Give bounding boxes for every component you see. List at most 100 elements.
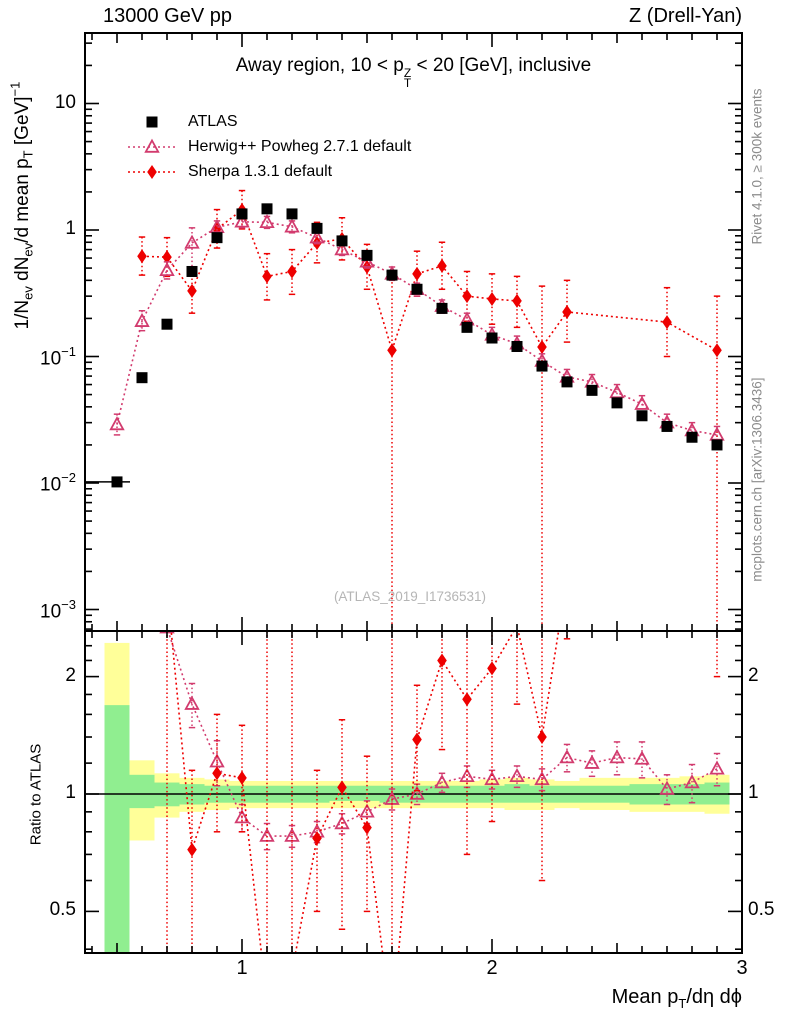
main-marker-square xyxy=(311,222,323,234)
main-marker-diamond xyxy=(462,289,472,304)
main-marker-square xyxy=(286,208,298,220)
atlas-uncertainty-band-green xyxy=(104,705,130,953)
ratio-marker-triangle xyxy=(136,613,148,624)
ratio-marker-triangle xyxy=(334,815,350,830)
ratio-marker-triangle xyxy=(234,809,250,824)
ratio-marker-diamond xyxy=(412,732,422,747)
ratio-y-tick-label-right: 2 xyxy=(748,664,759,686)
main-marker-square xyxy=(186,265,198,277)
main-marker-square xyxy=(686,431,698,443)
x-tick-label: 3 xyxy=(736,957,748,979)
main-marker-diamond xyxy=(412,266,422,281)
ratio-marker-triangle xyxy=(434,774,450,789)
ratio-marker-triangle xyxy=(184,695,200,710)
ratio-marker-triangle xyxy=(634,750,650,765)
ratio-marker-triangle xyxy=(509,767,525,783)
ratio-marker-triangle xyxy=(534,771,550,786)
ratio-marker-diamond xyxy=(437,653,447,668)
main-marker-square xyxy=(161,318,173,330)
ratio-y-tick-label-left: 1 xyxy=(65,782,76,803)
ratio-marker-diamond xyxy=(462,692,472,707)
frames-and-ticks xyxy=(84,32,743,954)
main-marker-square xyxy=(711,439,723,451)
ratio-y-tick-label-right: 1 xyxy=(748,782,759,803)
main-marker-diamond xyxy=(487,291,497,306)
main-marker-square xyxy=(661,420,673,432)
main-y-tick-label: 10−3 xyxy=(40,596,76,622)
main-marker-square xyxy=(386,269,398,281)
main-marker-square xyxy=(211,232,223,244)
main-marker-square xyxy=(486,332,498,344)
main-y-tick-label: 1 xyxy=(65,218,76,239)
main-marker-diamond xyxy=(537,339,547,354)
ratio-marker-triangle xyxy=(459,767,475,783)
ratio-marker-diamond xyxy=(562,570,572,584)
ratio-marker-diamond xyxy=(662,465,672,479)
main-marker-diamond xyxy=(162,250,172,265)
main-marker-square xyxy=(236,208,248,220)
main-marker-triangle xyxy=(334,241,350,256)
ratio-marker-triangle xyxy=(684,774,700,789)
main-line-diamond xyxy=(141,208,718,353)
axis-title-part: /dη dϕ xyxy=(686,986,742,1008)
ratio-marker-triangle xyxy=(609,749,625,764)
plot-title-prefix: Away region, 10 < p xyxy=(235,55,404,76)
plot-title-sup: Z xyxy=(403,66,412,80)
ratio-marker-diamond xyxy=(162,580,172,594)
ratio-marker-triangle xyxy=(409,785,425,800)
legend-marker-herwig xyxy=(144,138,160,153)
ratio-marker-diamond xyxy=(187,842,197,857)
legend xyxy=(128,116,176,179)
x-tick-label: 2 xyxy=(486,957,498,979)
main-marker-square xyxy=(261,203,273,215)
main-marker-diamond xyxy=(137,249,147,264)
ratio-marker-diamond xyxy=(312,831,322,846)
ratio-marker-triangle xyxy=(484,771,500,786)
main-panel xyxy=(85,189,725,631)
main-marker-diamond xyxy=(512,293,522,308)
main-marker-triangle xyxy=(359,253,375,268)
main-marker-square xyxy=(336,235,348,247)
ratio-marker-diamond xyxy=(287,965,297,979)
main-marker-square xyxy=(586,384,598,396)
ratio-y-tick-label-right: 0.5 xyxy=(748,899,775,921)
legend-label-herwig: Herwig++ Powheg 2.7.1 default xyxy=(188,138,412,155)
ratio-marker-diamond xyxy=(237,770,247,785)
ratio-y-tick-label-left: 2 xyxy=(65,664,76,686)
main-marker-diamond xyxy=(437,258,447,273)
main-marker-triangle xyxy=(284,218,300,233)
main-y-tick-label: 10−1 xyxy=(40,343,76,369)
main-marker-triangle xyxy=(209,218,225,234)
ratio-marker-triangle xyxy=(359,803,375,818)
main-marker-triangle xyxy=(709,426,725,441)
main-marker-square xyxy=(561,376,573,388)
ratio-y-tick-label-left: 0.5 xyxy=(49,899,76,921)
axis-title-part: T xyxy=(678,996,687,1011)
ratio-marker-diamond xyxy=(262,997,272,1011)
legend-marker-atlas xyxy=(146,116,158,128)
main-marker-triangle xyxy=(634,395,650,410)
axis-title-part: Mean p xyxy=(611,986,679,1008)
watermark-analysis-id: (ATLAS_2019_I1736531) xyxy=(333,589,487,604)
ratio-marker-diamond xyxy=(137,413,147,427)
ratio-marker-triangle xyxy=(709,760,725,775)
main-marker-square xyxy=(511,340,523,352)
main-marker-square xyxy=(436,302,448,314)
main-marker-triangle xyxy=(134,312,150,327)
main-marker-triangle xyxy=(309,229,325,244)
main-marker-triangle xyxy=(259,213,275,229)
legend-label-sherpa: Sherpa 1.3.1 default xyxy=(188,163,333,180)
legend-marker-sherpa xyxy=(147,165,157,179)
ratio-marker-diamond xyxy=(487,661,497,676)
ratio-marker-triangle xyxy=(111,607,123,618)
main-marker-diamond xyxy=(262,269,272,284)
main-marker-triangle xyxy=(609,384,625,399)
main-y-tick-label: 10 xyxy=(54,91,76,113)
main-marker-triangle xyxy=(234,213,250,228)
ratio-panel xyxy=(85,413,742,1011)
ratio-marker-diamond xyxy=(212,766,222,781)
main-marker-square xyxy=(361,249,373,261)
